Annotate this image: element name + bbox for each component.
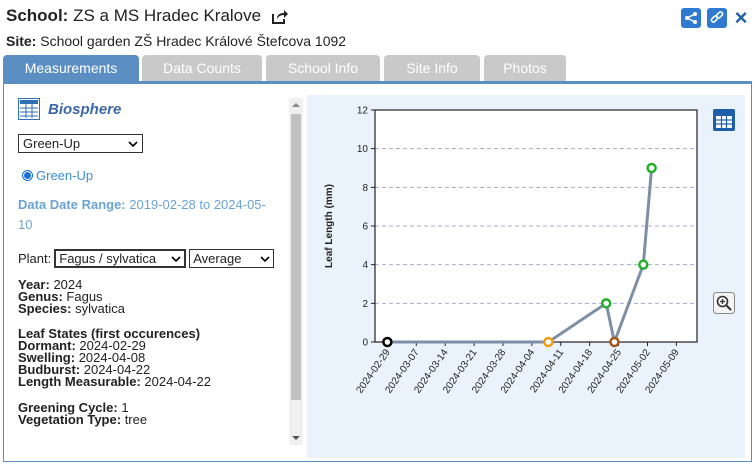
genus-row: Genus: Fagus [18,289,103,304]
y-tick-label: 2 [362,299,368,310]
y-tick-label: 12 [357,106,369,117]
zoom-in-icon[interactable] [713,292,735,314]
length-row: Length Measurable: 2024-04-22 [18,374,211,389]
greening-row: Greening Cycle: 1 [18,400,129,415]
share-icon[interactable] [681,8,701,28]
species-value: sylvatica [75,301,125,316]
left-pane: Biosphere Green-Up Green-Up Data Date Ra… [18,98,288,426]
plant-select[interactable]: Fagus / sylvatica [54,249,187,268]
y-tick-label: 8 [362,183,368,194]
length-value: 2024-04-22 [144,374,211,389]
protocol-select[interactable]: Green-Up [18,134,143,153]
genus-value: Fagus [66,289,103,304]
year-row: Year: 2024 [18,277,83,292]
table-view-icon[interactable] [713,109,735,131]
range-value: 2019-02-28 to 2024-05-10 [18,197,266,232]
tab-data-counts[interactable]: Data Counts [142,55,262,81]
dormant-value: 2024-02-29 [79,338,146,353]
data-point[interactable] [609,336,620,348]
budburst-row: Budburst: 2024-04-22 [18,362,151,377]
vegetation-row: Vegetation Type: tree [18,412,148,427]
site-line: Site: School garden ZŠ Hradec Králové Št… [6,33,346,49]
scrollbar-thumb[interactable] [291,114,301,400]
tab-school-info[interactable]: School Info [266,55,380,81]
school-label: School: [6,6,69,25]
species-row: Species: sylvatica [18,301,125,316]
measurements-panel: Biosphere Green-Up Green-Up Data Date Ra… [3,81,752,462]
year-value: 2024 [53,277,83,292]
site-name: School garden ZŠ Hradec Králové Štefcova… [40,33,347,49]
data-point[interactable] [638,259,649,270]
biosphere-heading: Biosphere [18,98,288,120]
radio-label: Green-Up [36,168,94,183]
school-name: ZS a MS Hradec Kralove [73,6,262,25]
chart-area: 0 2 4 6 8 10 12 2024-02-29 2024-03-07 2024-03-14… [307,95,745,458]
section-title: Biosphere [48,100,122,118]
site-label: Site: [6,33,37,49]
protocol-select-value: Green-Up [23,136,81,151]
data-point[interactable] [646,162,657,174]
y-tick-label: 4 [362,260,368,271]
close-icon[interactable]: × [734,5,748,30]
tab-measurements[interactable]: Measurements [3,55,139,81]
series-line [387,167,654,348]
radio-dot[interactable] [22,170,33,181]
y-tick-label: 6 [362,222,368,233]
greening-value: 1 [121,400,129,415]
y-tick-label: 10 [357,144,369,155]
leaf-states-title: Leaf States (first occurences) [18,326,201,341]
range-label: Data Date Range: [18,197,126,212]
data-point[interactable] [600,298,612,309]
stat-select-value: Average [193,251,242,266]
data-point[interactable] [382,336,393,348]
swelling-value: 2024-04-08 [78,350,146,365]
scroll-up-icon[interactable] [289,98,303,112]
greenup-radio[interactable]: Green-Up [22,168,288,183]
data-point[interactable] [543,336,554,348]
chevron-down-icon [128,140,138,147]
external-link-icon[interactable] [271,9,289,29]
plant-info: Year: 2024 Genus: Fagus Species: sylvati… [18,277,288,427]
plant-row: Plant: Fagus / sylvatica Average [18,249,288,268]
swelling-row: Swelling: 2024-04-08 [18,350,146,365]
link-icon[interactable] [707,8,727,28]
chevron-down-icon [260,255,270,262]
tab-bar: Measurements Data Counts School Info Sit… [3,55,752,81]
y-tick-label: 0 [362,338,368,349]
table-icon [18,98,40,120]
tab-site-info[interactable]: Site Info [384,55,480,81]
chevron-down-icon [171,255,181,262]
date-range: Data Date Range: 2019-02-28 to 2024-05-1… [18,195,278,235]
scroll-down-icon[interactable] [289,431,303,445]
plant-label: Plant: [18,251,52,266]
plant-select-value: Fagus / sylvatica [59,251,157,266]
budburst-value: 2024-04-22 [83,362,151,377]
dormant-row: Dormant: 2024-02-29 [18,338,146,353]
header-title: School: ZS a MS Hradec Kralove [6,6,289,29]
y-axis-label: Leaf Length (mm) [324,184,335,268]
tab-photos[interactable]: Photos [484,55,566,81]
left-scrollbar[interactable] [289,98,303,445]
stat-select[interactable]: Average [189,249,275,268]
header-actions: × [681,5,749,30]
vegetation-value: tree [124,412,148,427]
